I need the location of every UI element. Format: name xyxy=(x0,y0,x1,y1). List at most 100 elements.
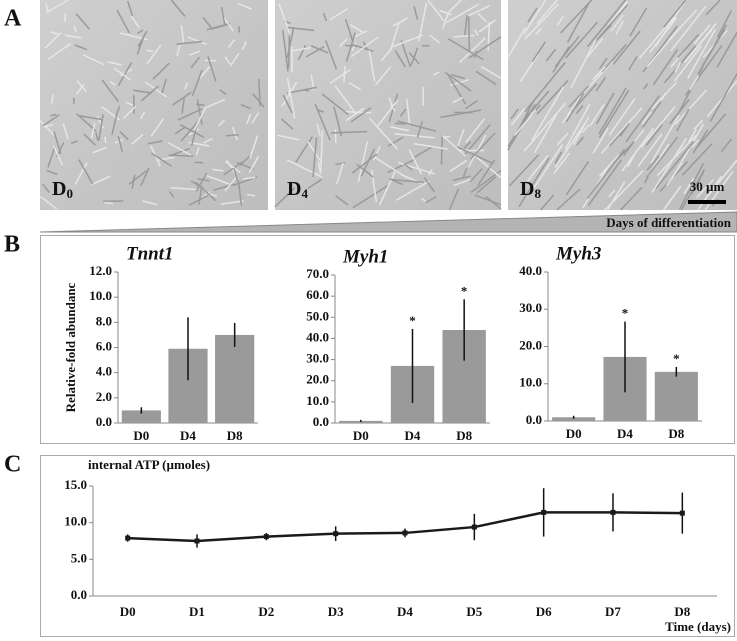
x-tick-label: D0 xyxy=(133,428,149,443)
x-tick-label: D4 xyxy=(617,426,633,441)
cell-texture xyxy=(172,91,192,106)
cell-texture xyxy=(447,38,484,61)
x-tick-label: D5 xyxy=(466,604,482,619)
cell-texture xyxy=(473,154,502,179)
cell-texture xyxy=(46,169,58,176)
cell-texture xyxy=(101,79,119,103)
cell-texture xyxy=(249,135,259,159)
cell-texture xyxy=(391,34,423,48)
cell-texture xyxy=(523,102,567,152)
cell-texture xyxy=(176,44,181,57)
cell-texture xyxy=(146,44,162,65)
cell-texture xyxy=(188,194,209,206)
cell-texture xyxy=(423,177,435,193)
cell-texture xyxy=(709,73,737,122)
point xyxy=(610,509,616,515)
cell-texture xyxy=(183,82,189,90)
cell-texture xyxy=(518,157,550,208)
x-tick-label: D3 xyxy=(328,604,344,619)
y-tick-label: 0.0 xyxy=(71,587,87,602)
cell-texture xyxy=(477,12,488,23)
y-tick-label: 2.0 xyxy=(96,389,112,404)
cell-texture xyxy=(333,106,343,137)
cell-texture xyxy=(467,15,471,53)
cell-texture xyxy=(476,176,497,194)
cell-texture xyxy=(702,28,726,66)
cell-texture xyxy=(50,113,57,117)
cell-texture xyxy=(237,180,243,206)
cell-texture xyxy=(586,0,627,48)
cell-texture xyxy=(671,123,705,180)
cell-texture xyxy=(168,154,194,157)
cell-texture xyxy=(510,108,519,120)
cell-texture xyxy=(413,142,448,150)
cell-texture xyxy=(397,120,437,132)
cell-texture xyxy=(389,22,400,52)
cell-texture xyxy=(565,92,585,123)
cell-texture xyxy=(179,124,205,139)
y-tick-label: 5.0 xyxy=(71,550,87,565)
cell-texture xyxy=(42,114,60,127)
cell-texture xyxy=(463,14,468,36)
cell-texture xyxy=(564,103,591,150)
cell-texture xyxy=(568,85,590,108)
cell-texture xyxy=(302,88,310,92)
cell-texture xyxy=(349,24,364,33)
x-tick-label: D4 xyxy=(397,604,413,619)
cell-texture xyxy=(136,29,144,34)
cell-texture xyxy=(608,97,636,136)
cell-texture xyxy=(697,175,722,211)
x-tick-label: D8 xyxy=(674,604,690,619)
cell-texture xyxy=(448,188,460,211)
cell-texture xyxy=(641,111,653,125)
cell-texture xyxy=(453,178,471,187)
cell-texture xyxy=(240,104,252,110)
cell-texture xyxy=(689,75,700,91)
cell-texture xyxy=(535,27,542,35)
cell-texture xyxy=(554,121,587,168)
cell-texture xyxy=(195,181,217,202)
cell-texture xyxy=(646,136,679,178)
cell-texture xyxy=(519,53,540,83)
cell-texture xyxy=(561,110,573,124)
cell-texture xyxy=(115,105,121,117)
cell-texture xyxy=(329,68,352,84)
cell-texture xyxy=(598,57,608,70)
cell-texture xyxy=(514,109,537,136)
cell-texture xyxy=(39,120,56,137)
cell-texture xyxy=(390,178,424,184)
cell-texture xyxy=(237,2,253,10)
cell-texture xyxy=(325,40,338,70)
cell-texture xyxy=(459,37,487,64)
cell-texture xyxy=(480,65,502,79)
cell-texture xyxy=(681,143,713,176)
cell-texture xyxy=(39,195,58,210)
cell-texture xyxy=(75,83,85,95)
cell-texture xyxy=(356,163,374,178)
cell-texture xyxy=(405,98,411,126)
cell-texture xyxy=(440,109,482,119)
cell-texture xyxy=(116,9,131,34)
cell-texture xyxy=(45,0,69,14)
cell-texture xyxy=(223,161,244,176)
cell-texture xyxy=(676,108,690,132)
cell-texture xyxy=(125,101,134,106)
cell-texture xyxy=(83,54,105,66)
cell-texture xyxy=(312,137,318,178)
cell-texture xyxy=(390,125,409,132)
cell-texture xyxy=(150,118,164,137)
cell-texture xyxy=(645,123,664,146)
cell-texture xyxy=(692,129,709,154)
cell-texture xyxy=(202,17,214,30)
cell-texture xyxy=(229,52,240,67)
y-tick-label: 10.0 xyxy=(519,375,542,390)
y-tick-label: 10.0 xyxy=(306,393,329,408)
cell-texture xyxy=(440,135,444,165)
cell-texture xyxy=(111,114,118,135)
cell-texture xyxy=(673,45,702,82)
cell-texture xyxy=(119,131,129,141)
cell-texture xyxy=(410,47,419,66)
point xyxy=(541,509,547,515)
point xyxy=(333,531,339,537)
cell-texture xyxy=(581,124,590,134)
